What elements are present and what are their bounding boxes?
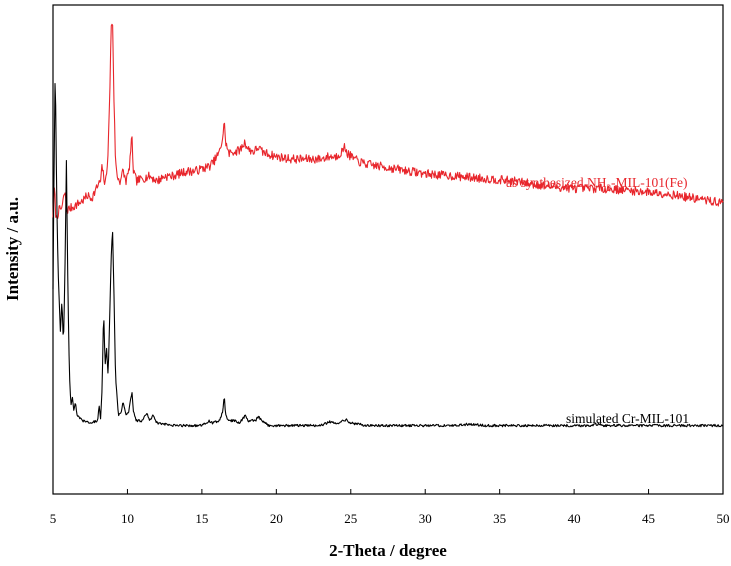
x-tick-label: 10 (121, 511, 134, 526)
x-tick-label: 30 (419, 511, 432, 526)
y-axis-label: Intensity / a.u. (3, 197, 22, 301)
x-tick-label: 40 (568, 511, 581, 526)
series-label-as-synthesized: as synthesized NH2-MIL-101(Fe) (506, 175, 687, 193)
x-axis-ticks: 5 10 15 20 25 30 35 40 45 50 (50, 489, 730, 526)
x-tick-label: 15 (195, 511, 208, 526)
x-axis-label: 2-Theta / degree (329, 541, 447, 560)
x-tick-label: 35 (493, 511, 506, 526)
x-tick-label: 5 (50, 511, 57, 526)
x-tick-label: 25 (344, 511, 357, 526)
x-tick-label: 45 (642, 511, 655, 526)
series-layer (52, 23, 724, 428)
series-label-simulated: simulated Cr-MIL-101 (566, 411, 689, 426)
x-tick-label: 20 (270, 511, 283, 526)
x-tick-label: 50 (717, 511, 730, 526)
series-line-as-synthesized (52, 23, 724, 220)
series-line-simulated (52, 82, 724, 428)
